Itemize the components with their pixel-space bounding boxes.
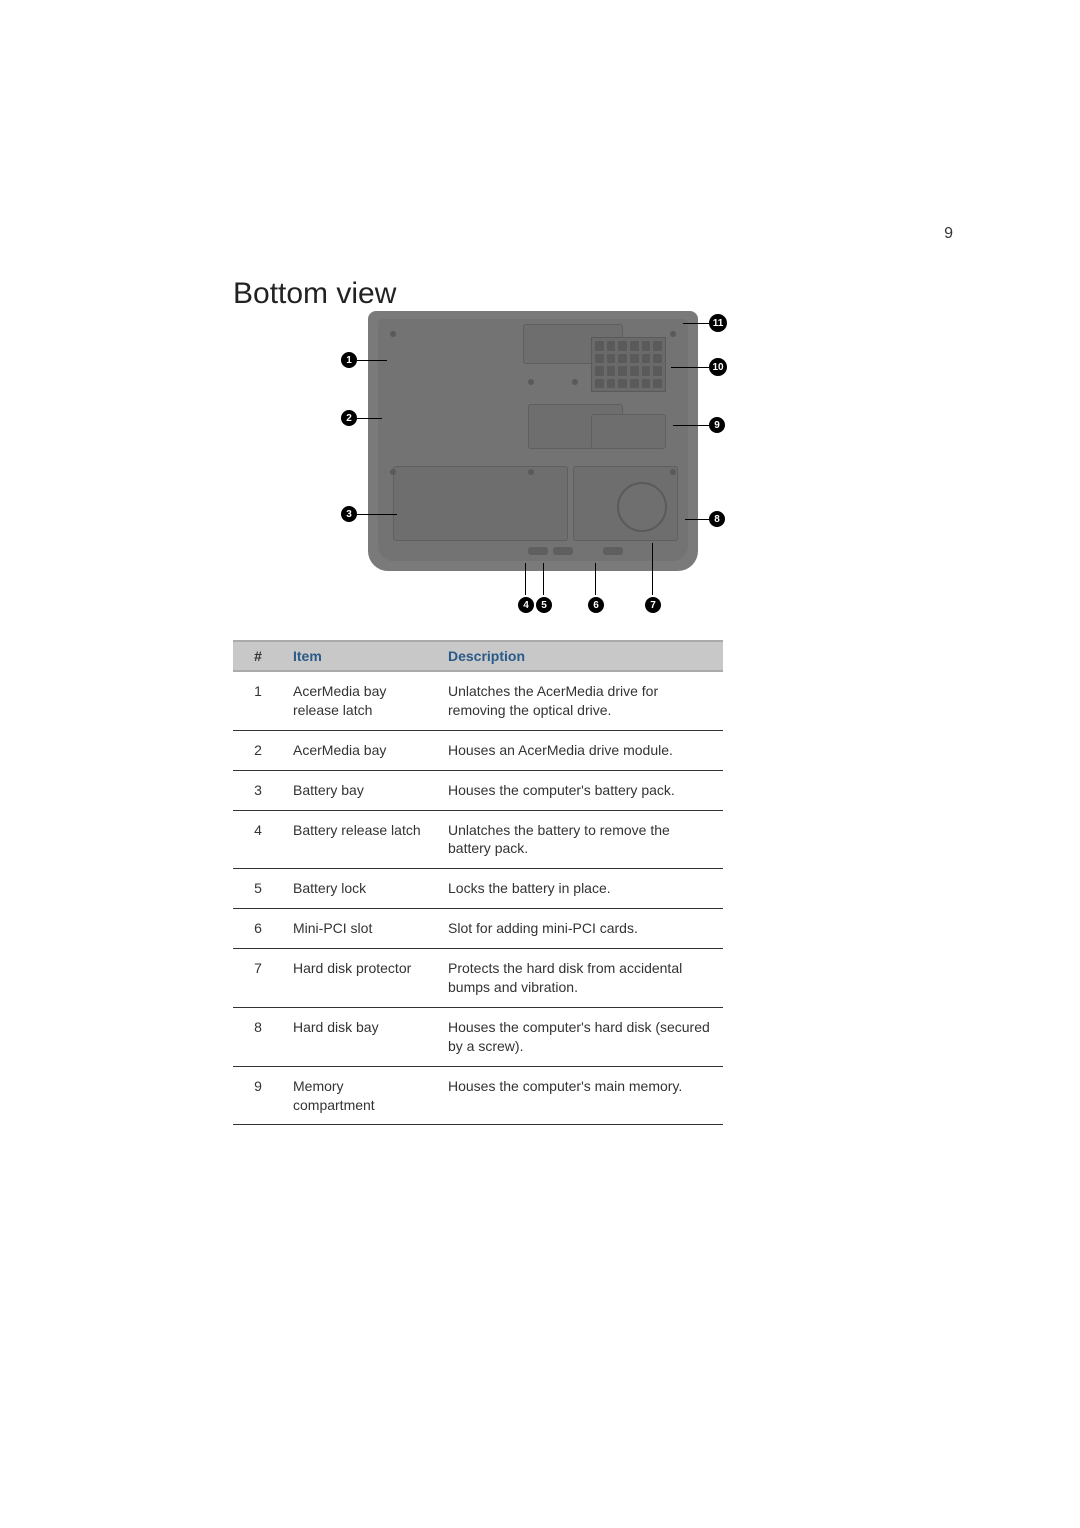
callout-2: 2	[341, 410, 357, 426]
callout-9: 9	[709, 417, 725, 433]
cell-desc: Slot for adding mini-PCI cards.	[438, 909, 723, 949]
section-heading: Bottom view	[233, 277, 396, 311]
table-row: 9Memory compartmentHouses the computer's…	[233, 1066, 723, 1125]
leader-line	[357, 418, 382, 419]
cell-num: 8	[233, 1007, 283, 1066]
table-row: 4Battery release latchUnlatches the batt…	[233, 810, 723, 869]
hdd-circle	[617, 482, 667, 532]
screw-icon	[528, 379, 534, 385]
laptop-chassis	[368, 311, 698, 571]
cell-item: Mini-PCI slot	[283, 909, 438, 949]
release-latch-icon	[528, 547, 548, 555]
leader-line	[595, 563, 596, 595]
battery-lock-icon	[553, 547, 573, 555]
table-row: 6Mini-PCI slotSlot for adding mini-PCI c…	[233, 909, 723, 949]
leader-line	[673, 425, 709, 426]
hdd-panel	[573, 466, 678, 541]
table-body: 1AcerMedia bay release latchUnlatches th…	[233, 671, 723, 1125]
table-row: 1AcerMedia bay release latchUnlatches th…	[233, 671, 723, 730]
leader-line	[671, 367, 709, 368]
cell-item: Memory compartment	[283, 1066, 438, 1125]
cell-desc: Protects the hard disk from accidental b…	[438, 949, 723, 1008]
cell-item: Hard disk protector	[283, 949, 438, 1008]
page-number: 9	[944, 225, 953, 243]
laptop-inner-plate	[378, 319, 688, 561]
leader-line	[683, 323, 709, 324]
leader-line	[357, 514, 397, 515]
table-row: 7Hard disk protectorProtects the hard di…	[233, 949, 723, 1008]
cell-desc: Houses the computer's battery pack.	[438, 770, 723, 810]
cell-num: 7	[233, 949, 283, 1008]
leader-line	[543, 563, 544, 595]
bottom-view-diagram: 1231110984567	[293, 311, 723, 621]
table-row: 2AcerMedia bayHouses an AcerMedia drive …	[233, 730, 723, 770]
callout-4: 4	[518, 597, 534, 613]
battery-panel	[393, 466, 568, 541]
cell-num: 9	[233, 1066, 283, 1125]
components-table: # Item Description 1AcerMedia bay releas…	[233, 640, 723, 1125]
cell-num: 1	[233, 671, 283, 730]
screw-icon	[390, 469, 396, 475]
header-num: #	[233, 641, 283, 671]
callout-5: 5	[536, 597, 552, 613]
cell-item: AcerMedia bay	[283, 730, 438, 770]
side-panel	[591, 414, 666, 449]
cell-desc: Houses the computer's main memory.	[438, 1066, 723, 1125]
cell-desc: Houses the computer's hard disk (secured…	[438, 1007, 723, 1066]
leader-line	[685, 519, 709, 520]
screw-icon	[670, 469, 676, 475]
header-item: Item	[283, 641, 438, 671]
header-desc: Description	[438, 641, 723, 671]
table-row: 8Hard disk bayHouses the computer's hard…	[233, 1007, 723, 1066]
cell-item: Hard disk bay	[283, 1007, 438, 1066]
screw-icon	[390, 331, 396, 337]
leader-line	[525, 563, 526, 595]
vent-grid	[591, 337, 666, 392]
callout-11: 11	[709, 314, 727, 332]
cell-num: 4	[233, 810, 283, 869]
cell-desc: Unlatches the battery to remove the batt…	[438, 810, 723, 869]
cell-desc: Unlatches the AcerMedia drive for removi…	[438, 671, 723, 730]
table-header: # Item Description	[233, 641, 723, 671]
callout-1: 1	[341, 352, 357, 368]
callout-7: 7	[645, 597, 661, 613]
leader-line	[357, 360, 387, 361]
cell-num: 3	[233, 770, 283, 810]
cell-desc: Houses an AcerMedia drive module.	[438, 730, 723, 770]
screw-icon	[572, 379, 578, 385]
cell-num: 6	[233, 909, 283, 949]
cell-desc: Locks the battery in place.	[438, 869, 723, 909]
cell-num: 2	[233, 730, 283, 770]
cell-item: AcerMedia bay release latch	[283, 671, 438, 730]
table-row: 5Battery lockLocks the battery in place.	[233, 869, 723, 909]
screw-icon	[670, 331, 676, 337]
cell-item: Battery release latch	[283, 810, 438, 869]
leader-line	[652, 543, 653, 595]
table-row: 3Battery bayHouses the computer's batter…	[233, 770, 723, 810]
callout-8: 8	[709, 511, 725, 527]
callout-3: 3	[341, 506, 357, 522]
callout-10: 10	[709, 358, 727, 376]
cell-item: Battery lock	[283, 869, 438, 909]
mini-pci-slider	[603, 547, 623, 555]
cell-item: Battery bay	[283, 770, 438, 810]
cell-num: 5	[233, 869, 283, 909]
screw-icon	[528, 469, 534, 475]
callout-6: 6	[588, 597, 604, 613]
